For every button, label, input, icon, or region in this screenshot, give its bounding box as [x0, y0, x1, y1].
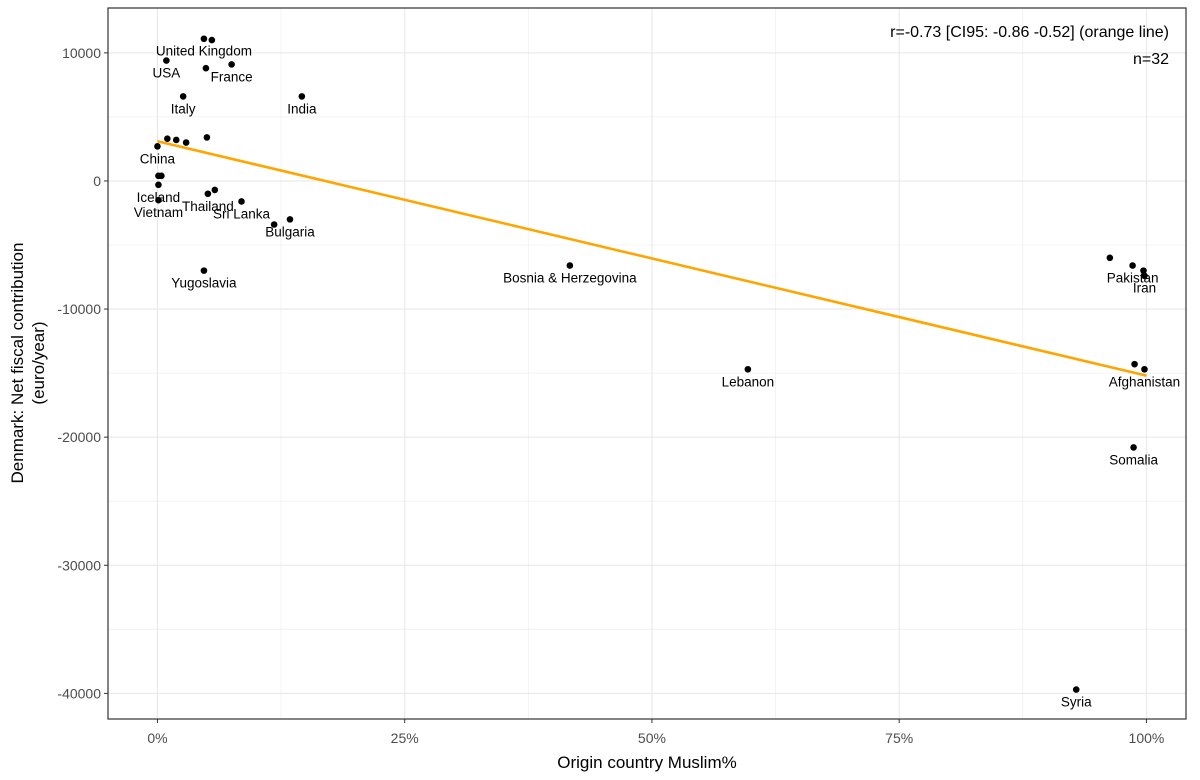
data-point	[179, 93, 187, 100]
data-point	[158, 172, 165, 180]
annotation-correlation: r=-0.73 [CI95: -0.86 -0.52] (orange line…	[890, 24, 1169, 41]
data-point	[228, 61, 235, 68]
data-point	[1131, 360, 1138, 368]
point-label: Iceland	[137, 190, 181, 205]
point-label: Yugoslavia	[171, 276, 237, 291]
x-tick-label: 75%	[885, 730, 913, 746]
point-label: France	[211, 69, 253, 84]
data-point	[1141, 365, 1148, 373]
data-point	[1106, 254, 1114, 262]
point-label: Pakistan	[1107, 270, 1159, 285]
minor-gridlines	[108, 8, 1186, 719]
data-point	[238, 198, 245, 205]
data-point	[1130, 444, 1137, 451]
data-point	[200, 35, 208, 43]
panel-border	[107, 7, 1187, 720]
data-point	[1140, 267, 1147, 274]
y-tick-label: -40000	[57, 685, 101, 701]
x-axis-title: Origin country Muslim%	[557, 753, 737, 772]
point-label: Sri Lanka	[213, 206, 271, 221]
point-label: Italy	[171, 101, 196, 116]
data-point	[155, 196, 162, 204]
trend-line-layer	[157, 139, 1147, 377]
data-point	[270, 221, 278, 228]
data-point	[182, 139, 190, 146]
data-point	[298, 93, 306, 100]
point-label: United Kingdom	[156, 44, 252, 59]
data-point	[211, 186, 219, 194]
y-tick-label: 0	[93, 173, 101, 189]
point-label: Iran	[1133, 281, 1156, 296]
point-label: China	[140, 151, 176, 166]
x-tick-label: 25%	[391, 730, 419, 746]
point-label: Afghanistan	[1109, 374, 1180, 389]
x-tick-label: 100%	[1129, 730, 1165, 746]
point-label: Bosnia & Herzegovina	[503, 270, 637, 285]
point-label: Bulgaria	[265, 224, 315, 239]
data-point	[154, 143, 161, 150]
panel-background	[108, 8, 1186, 719]
point-label: Somalia	[1109, 452, 1158, 467]
annotation-n: n=32	[1133, 51, 1169, 68]
data-point	[204, 190, 212, 198]
data-point	[155, 181, 162, 189]
data-point	[163, 57, 170, 64]
y-axis: 10000 0 -10000 -20000 -30000 -40000	[57, 45, 108, 701]
data-point	[200, 267, 208, 274]
point-label: Syria	[1061, 695, 1092, 710]
data-point	[203, 134, 211, 141]
data-point	[208, 36, 216, 44]
data-point	[1141, 272, 1148, 280]
major-gridlines	[108, 8, 1186, 719]
point-label: Lebanon	[722, 374, 775, 389]
data-point	[566, 262, 574, 269]
point-labels-layer: United Kingdom USA France Italy India China Ic…	[134, 44, 1180, 710]
point-label: Vietnam	[134, 205, 183, 220]
points-layer	[154, 35, 1148, 693]
data-point	[202, 64, 210, 72]
data-point	[1072, 686, 1080, 693]
data-point	[286, 216, 294, 223]
trend-line	[157, 139, 1147, 377]
data-point	[164, 135, 171, 142]
y-axis-title-line1: Denmark: Net fiscal contribution	[8, 243, 27, 484]
data-point	[172, 136, 180, 144]
point-label: Thailand	[182, 199, 234, 214]
data-point	[744, 365, 752, 373]
x-tick-label: 0%	[147, 730, 167, 746]
x-axis: 0% 25% 50% 75% 100%	[147, 719, 1164, 746]
y-tick-label: -30000	[57, 557, 101, 573]
y-tick-label: -10000	[57, 301, 101, 317]
y-tick-label: -20000	[57, 429, 101, 445]
data-point	[1129, 262, 1136, 269]
y-tick-label: 10000	[62, 45, 101, 61]
point-label: India	[287, 101, 317, 116]
x-tick-label: 50%	[638, 730, 666, 746]
y-axis-title-line2: (euro/year)	[29, 321, 48, 404]
point-label: USA	[152, 66, 180, 81]
